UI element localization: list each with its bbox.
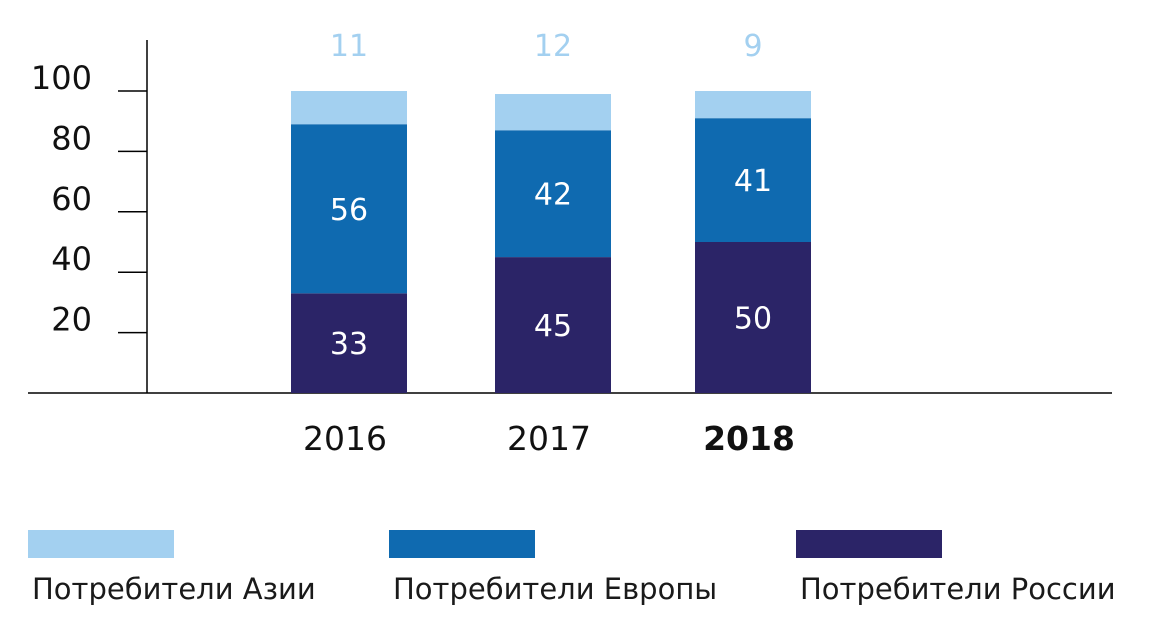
legend-label: Потребители Европы	[393, 572, 718, 606]
y-tick-label: 60	[51, 180, 92, 218]
data-label: 50	[734, 302, 772, 337]
bar-segment	[291, 91, 407, 125]
stacked-bar-chart: 20 40 60 80 100 33 56 11 2016 45 42 12 2017 50 41 9 2018	[28, 29, 1112, 458]
data-label: 41	[734, 164, 772, 199]
legend-swatch	[28, 530, 174, 558]
data-label: 11	[330, 29, 368, 64]
bar-segment	[695, 91, 811, 119]
legend-swatch	[796, 530, 942, 558]
data-label: 42	[534, 178, 572, 213]
y-tick-label: 40	[51, 240, 92, 278]
x-tick-label: 2018	[703, 419, 795, 458]
bar-segment	[291, 293, 407, 393]
data-label: 9	[743, 29, 762, 64]
data-label: 12	[534, 29, 572, 64]
data-label: 33	[330, 327, 368, 362]
legend-swatch	[389, 530, 535, 558]
data-label: 45	[534, 309, 572, 344]
legend-item-asia: Потребители Азии	[28, 530, 316, 606]
legend-label: Потребители Азии	[32, 572, 316, 606]
x-tick-label: 2017	[507, 419, 591, 458]
bar-segment	[291, 124, 407, 294]
bar-segment	[695, 242, 811, 393]
y-tick-label: 80	[51, 119, 92, 157]
y-tick-label: 100	[31, 59, 92, 97]
data-label: 56	[330, 193, 368, 228]
bar-segment	[495, 130, 611, 258]
legend-item-russia: Потребители России	[796, 530, 1116, 606]
y-tick-label: 20	[51, 301, 92, 339]
bar-segment	[695, 118, 811, 242]
x-tick-label: 2016	[303, 419, 387, 458]
bar-segment	[495, 257, 611, 393]
legend-label: Потребители России	[800, 572, 1116, 606]
legend-item-europe: Потребители Европы	[389, 530, 717, 606]
bar-segment	[495, 94, 611, 131]
